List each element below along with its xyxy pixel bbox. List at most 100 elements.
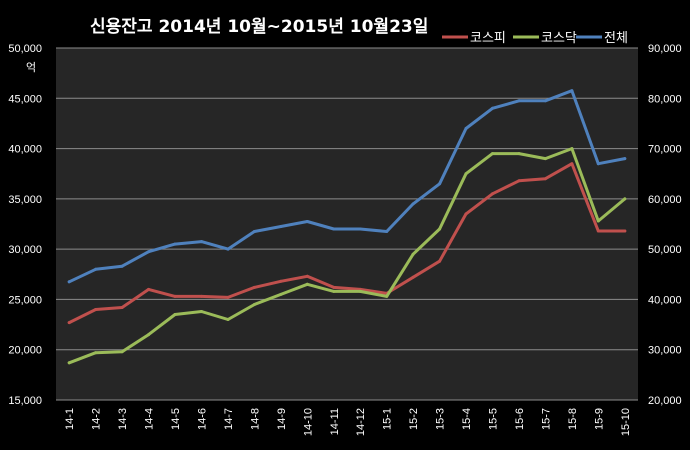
legend-label: 코스닥 <box>541 31 577 46</box>
data-point <box>226 247 230 251</box>
x-tick-label: 15-6 <box>514 408 526 430</box>
x-axis: 14-1 14-2 14-3 14-4 14-5 14-6 14-7 14-8 14-9 14-1… <box>64 408 632 436</box>
x-tick-label: 14-10 <box>302 408 314 436</box>
data-point <box>623 197 627 201</box>
data-point <box>200 294 203 298</box>
data-point <box>120 264 124 268</box>
data-point <box>543 177 547 181</box>
x-tick-label: 15-10 <box>620 408 632 436</box>
left-tick-label: 30,000 <box>8 244 42 256</box>
x-tick-label: 14-4 <box>144 408 156 430</box>
x-tick-label: 15-3 <box>435 408 447 430</box>
x-tick-label: 15-7 <box>540 408 552 430</box>
right-tick-label: 20,000 <box>648 395 682 407</box>
data-point <box>596 229 600 233</box>
data-point <box>491 152 494 156</box>
data-point <box>464 127 468 130</box>
right-tick-label: 40,000 <box>648 294 682 306</box>
data-point <box>464 172 468 176</box>
x-tick-label: 14-3 <box>117 408 129 430</box>
data-point <box>570 147 574 151</box>
legend-label: 전체 <box>604 31 628 46</box>
right-tick-label: 90,000 <box>648 43 682 55</box>
left-tick-label: 35,000 <box>8 194 42 206</box>
x-tick-label: 14-2 <box>91 408 103 430</box>
series-line-코스피 <box>67 162 627 325</box>
data-point <box>279 292 283 296</box>
x-tick-label: 14-5 <box>170 408 182 430</box>
data-point <box>385 294 389 298</box>
data-point <box>94 351 98 355</box>
data-point <box>173 294 177 298</box>
data-point <box>332 285 336 289</box>
legend-label: 코스피 <box>470 31 506 46</box>
x-tick-label: 14-9 <box>276 408 288 430</box>
data-point <box>623 229 627 233</box>
x-tick-label: 15-8 <box>567 408 579 430</box>
data-point <box>67 321 71 325</box>
data-point <box>173 313 177 316</box>
data-point <box>543 99 547 103</box>
data-point <box>226 295 230 299</box>
x-tick-label: 15-9 <box>593 408 605 430</box>
x-tick-label: 15-4 <box>461 408 473 430</box>
right-axis: 20,000 30,000 40,000 50,000 60,000 70,000 80,0… <box>648 43 682 407</box>
x-tick-label: 14-7 <box>223 408 235 430</box>
data-point <box>147 333 151 337</box>
right-tick-label: 30,000 <box>648 345 682 357</box>
left-tick-label: 15,000 <box>8 395 42 407</box>
legend: 코스피 코스닥 전체 <box>442 31 628 46</box>
x-tick-label: 15-5 <box>488 408 500 430</box>
data-point <box>67 361 71 365</box>
x-tick-label: 14-8 <box>249 408 261 430</box>
data-point <box>252 303 256 306</box>
data-point <box>226 318 230 321</box>
data-point <box>570 89 574 93</box>
data-point <box>94 308 98 311</box>
x-tick-label: 15-1 <box>382 408 394 430</box>
data-point <box>517 152 521 156</box>
left-axis-unit: 억 <box>26 61 36 74</box>
left-tick-label: 20,000 <box>8 345 42 357</box>
data-point <box>332 289 336 293</box>
data-point <box>252 230 256 233</box>
data-point <box>173 242 177 246</box>
data-point <box>596 219 600 223</box>
data-point <box>147 287 151 291</box>
left-tick-label: 45,000 <box>8 93 42 105</box>
right-tick-label: 60,000 <box>648 194 682 206</box>
data-point <box>147 250 151 254</box>
x-tick-label: 15-2 <box>408 408 420 430</box>
series-lines <box>67 89 627 365</box>
data-point <box>464 212 468 216</box>
data-point <box>411 252 415 256</box>
left-tick-label: 50,000 <box>8 43 42 55</box>
data-point <box>438 259 442 263</box>
x-tick-label: 14-6 <box>197 408 209 430</box>
data-point <box>200 240 203 244</box>
data-point <box>411 275 415 279</box>
data-point <box>570 162 574 166</box>
series-line-코스닥 <box>67 147 627 365</box>
plot-area <box>56 48 638 400</box>
data-point <box>67 280 71 284</box>
left-tick-label: 25,000 <box>8 294 42 306</box>
data-point <box>358 227 362 231</box>
data-point <box>120 350 124 354</box>
left-tick-label: 40,000 <box>8 144 42 156</box>
x-tick-label: 14-11 <box>329 408 341 435</box>
x-tick-label: 14-1 <box>64 408 76 430</box>
data-point <box>120 306 124 309</box>
chart-title: 신용잔고 2014년 10월~2015년 10월23일 <box>90 17 428 37</box>
data-point <box>279 225 283 228</box>
right-tick-label: 70,000 <box>648 144 682 156</box>
right-tick-label: 50,000 <box>648 244 682 256</box>
data-point <box>332 227 336 231</box>
left-axis: 15,000 20,000 25,000 30,000 35,000 40,000 45,0… <box>8 43 42 407</box>
data-point <box>438 227 442 231</box>
x-tick-label: 14-12 <box>355 408 367 436</box>
data-point <box>517 99 521 103</box>
data-point <box>358 289 362 293</box>
data-point <box>94 267 98 271</box>
